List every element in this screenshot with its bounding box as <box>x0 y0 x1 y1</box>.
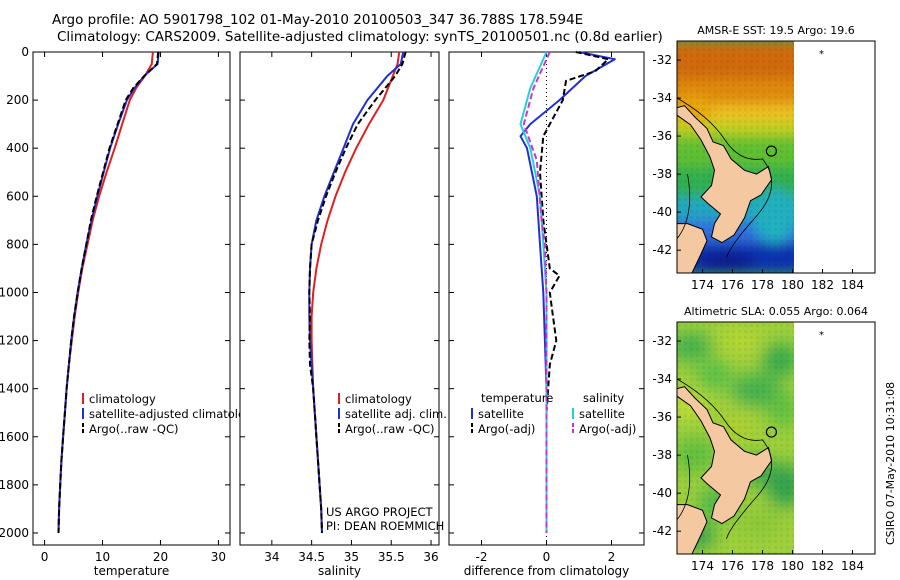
temperature-xlabel: temperature <box>94 564 169 578</box>
depth-tick-label: 1800 <box>0 478 29 492</box>
salinity-xtick-label: 36 <box>423 550 438 564</box>
difference-series-temperature-argo--adj- <box>539 51 610 533</box>
shelf-contour <box>676 455 691 521</box>
difference-legend-label: Argo(-adj) <box>579 422 636 436</box>
difference-xtick-label: 2 <box>608 550 616 564</box>
depth-tick-label: 1000 <box>0 285 29 299</box>
sla_map-xtick-label: 176 <box>721 559 744 573</box>
figure-title-line1: Argo profile: AO 5901798_102 01-May-2010… <box>52 12 584 28</box>
shelf-contour <box>676 174 691 240</box>
temperature-xtick-label: 0 <box>41 550 49 564</box>
sla_map-panel: * 174 176 178 180 182 184 -32 -34 -36 -38 -40 -42 Alt… <box>652 305 876 573</box>
depth-tick-label: 600 <box>6 189 29 203</box>
sst_map-xtick-label: 178 <box>751 278 774 292</box>
sla_map-ytick-label: -34 <box>652 372 672 386</box>
sla_map-xtick-label: 182 <box>811 559 834 573</box>
temperature-xtick-label: 30 <box>211 550 226 564</box>
sla_map-xtick-label: 184 <box>841 559 864 573</box>
sla_map-ytick-label: -36 <box>652 410 672 424</box>
sst_map-ytick-label: -32 <box>652 53 672 67</box>
salinity-series-argo---raw--qc- <box>308 51 407 534</box>
sla_map-xtick-label: 180 <box>781 559 804 573</box>
difference-xtick-label: -2 <box>476 550 488 564</box>
sla_map-xtick-label: 178 <box>751 559 774 573</box>
depth-tick-label: 400 <box>6 141 29 155</box>
sst_map-float-marker <box>765 145 778 157</box>
profile-panel-temperature: 0 10 20 30 0 200 400 600 800 1000 1200 1400 1600 1800… <box>0 45 259 578</box>
sst_map-xtick-label: 184 <box>841 278 864 292</box>
sst_map-ytick-label: -42 <box>652 243 672 257</box>
sla_map-star-marker: * <box>819 330 824 341</box>
difference-xtick-label: 0 <box>543 550 551 564</box>
temperature-series-argo---raw--qc- <box>57 51 160 534</box>
salinity-legend-label: Argo(..raw -QC) <box>345 422 435 436</box>
profile-panel-salinity: 34 34.5 35 35.5 36 salinity climatologysatelli… <box>239 51 447 578</box>
salinity-xtick-label: 34 <box>264 550 279 564</box>
temperature-legend-label: Argo(..raw -QC) <box>89 422 179 436</box>
sla_map-axes-box <box>676 321 876 555</box>
salinity-legend-label: satellite adj. clim. <box>345 407 447 421</box>
sst_map-xtick-label: 180 <box>781 278 804 292</box>
sla_map-float-marker <box>765 426 778 438</box>
depth-tick-label: 200 <box>6 93 29 107</box>
salinity-xtick-label: 35.5 <box>378 550 405 564</box>
project-credit-line1: US ARGO PROJECT <box>326 505 434 519</box>
salinity-legend-label: climatology <box>345 392 412 406</box>
north-island-land <box>676 105 773 244</box>
project-credit-line2: PI: DEAN ROEMMICH <box>326 519 444 533</box>
difference-legend-label: satellite <box>579 407 625 421</box>
sla_map-ytick-label: -38 <box>652 448 672 462</box>
sla_map-title: Altimetric SLA: 0.055 Argo: 0.064 <box>684 305 868 318</box>
difference-series-salinity-argo--adj- <box>522 51 551 533</box>
salinity-xtick-label: 35 <box>344 550 359 564</box>
difference-xlabel: difference from climatology <box>464 564 630 578</box>
temperature-xtick-label: 10 <box>95 550 110 564</box>
difference-legend-label: Argo(-adj) <box>478 422 535 436</box>
sst_map-ytick-label: -38 <box>652 167 672 181</box>
depth-tick-label: 1200 <box>0 334 29 348</box>
temperature-legend-label: satellite-adjusted climatology <box>89 407 259 421</box>
difference-legend-title-temperature: temperature <box>481 391 553 405</box>
sst_map-coastline <box>676 97 773 274</box>
depth-tick-label: 2000 <box>0 526 29 540</box>
sla_map-ytick-label: -40 <box>652 486 672 500</box>
temperature-axes-box <box>32 51 231 546</box>
difference-legend-title-salinity: salinity <box>583 391 624 405</box>
temperature-legend-label: climatology <box>89 392 156 406</box>
sst_map-xtick-label: 174 <box>691 278 714 292</box>
sla_map-xtick-label: 174 <box>691 559 714 573</box>
north-island-land <box>676 386 773 525</box>
sst_map-xtick-label: 176 <box>721 278 744 292</box>
shelf-contour <box>676 97 773 258</box>
shelf-contour <box>676 378 773 539</box>
sst_map-star-marker: * <box>819 49 824 60</box>
depth-tick-label: 800 <box>6 237 29 251</box>
difference-legend-label: satellite <box>478 407 524 421</box>
depth-tick-label: 1600 <box>0 430 29 444</box>
salinity-xtick-label: 34.5 <box>298 550 325 564</box>
sst_map-axes-box <box>676 40 876 274</box>
sst_map-panel: * 174 176 178 180 182 184 -32 -34 -36 -38 -40 -42 AMS… <box>652 24 876 292</box>
sla_map-ytick-label: -32 <box>652 334 672 348</box>
figure-title-line2: Climatology: CARS2009. Satellite-adjuste… <box>57 29 663 45</box>
sla_map-ytick-label: -42 <box>652 524 672 538</box>
sst_map-ytick-label: -40 <box>652 205 672 219</box>
temperature-xtick-label: 20 <box>153 550 168 564</box>
sst_map-title: AMSR-E SST: 19.5 Argo: 19.6 <box>697 24 855 37</box>
salinity-xlabel: salinity <box>318 564 361 578</box>
sst_map-ytick-label: -34 <box>652 91 672 105</box>
sst_map-xtick-label: 182 <box>811 278 834 292</box>
sst_map-ytick-label: -36 <box>652 129 672 143</box>
sla_map-coastline <box>676 378 773 555</box>
depth-tick-label: 0 <box>21 45 29 59</box>
salinity-axes-box <box>239 51 440 546</box>
depth-tick-label: 1400 <box>0 382 29 396</box>
